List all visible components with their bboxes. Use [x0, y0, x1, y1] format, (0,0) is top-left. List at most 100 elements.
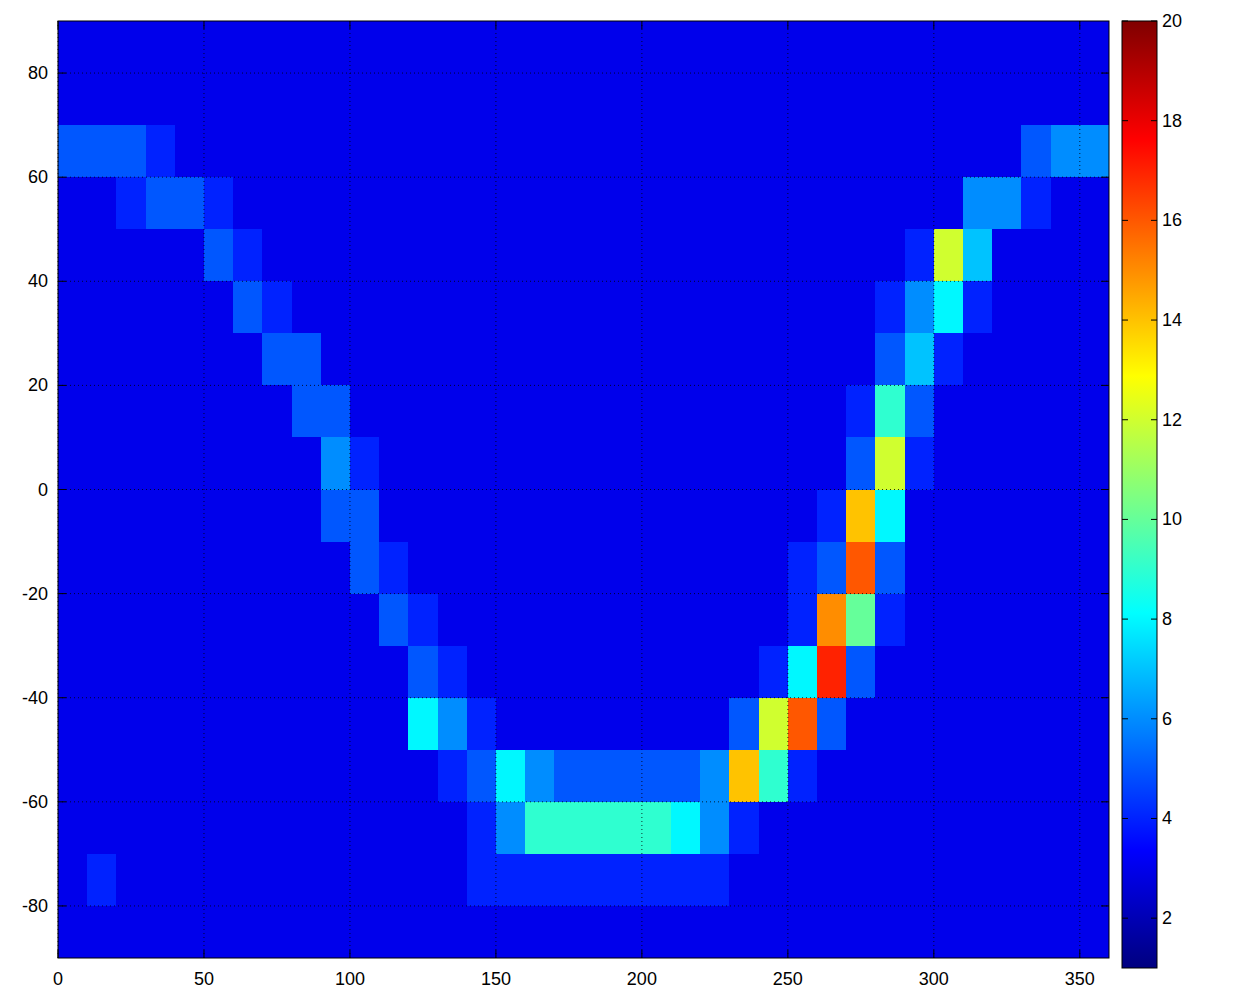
heat-cell [817, 646, 847, 699]
heat-cell [1021, 281, 1051, 334]
heat-cell [496, 802, 526, 855]
tick-mark [58, 593, 66, 594]
heat-cell [875, 750, 905, 803]
heat-cell [1021, 854, 1051, 907]
heat-cell [292, 177, 322, 230]
heat-cell [87, 229, 117, 282]
heat-cell [759, 854, 789, 907]
heat-cell [233, 750, 263, 803]
heat-cell [817, 542, 847, 595]
heat-cell [204, 854, 234, 907]
x-tick-label: 350 [1065, 969, 1095, 989]
heat-cell [379, 333, 409, 386]
heat-cell [671, 906, 701, 958]
heat-cell [350, 490, 380, 543]
heat-cell [175, 281, 205, 334]
tick-mark [58, 697, 66, 698]
heat-cell [759, 229, 789, 282]
heat-cell [233, 21, 263, 74]
heat-cell [87, 698, 117, 751]
heat-cell [496, 73, 526, 126]
colorbar-tick [1151, 619, 1157, 620]
heat-cell [438, 594, 468, 647]
heat-cell [875, 594, 905, 647]
heat-cell [350, 854, 380, 907]
heat-cell [817, 906, 847, 958]
heat-cell [204, 125, 234, 178]
heat-cell [992, 542, 1022, 595]
heat-cell [438, 906, 468, 958]
heat-cell [1080, 177, 1109, 230]
heat-cell [496, 177, 526, 230]
heat-cell [292, 802, 322, 855]
heat-cell [116, 646, 146, 699]
heat-cell [700, 490, 730, 543]
heat-cell [350, 437, 380, 490]
heat-cell [905, 490, 935, 543]
heat-cell [525, 229, 555, 282]
heat-cell [525, 698, 555, 751]
heat-cell [116, 229, 146, 282]
heat-cell [321, 854, 351, 907]
tick-mark [787, 950, 788, 958]
heat-cell [759, 177, 789, 230]
heat-cell [467, 437, 497, 490]
heat-cell [729, 490, 759, 543]
x-tick-label: 50 [194, 969, 214, 989]
heat-cell [759, 594, 789, 647]
heat-cell [934, 333, 964, 386]
heat-cell [87, 125, 117, 178]
heat-cell [1021, 21, 1051, 74]
heat-cell [379, 437, 409, 490]
tick-mark [349, 950, 350, 958]
heat-cell [262, 542, 292, 595]
heat-cell [525, 854, 555, 907]
heat-cell [1051, 750, 1081, 803]
heat-cell [1051, 594, 1081, 647]
heat-cell [204, 750, 234, 803]
heat-cell [700, 646, 730, 699]
heat-cell [262, 646, 292, 699]
heat-cell [1051, 385, 1081, 438]
heat-cell [496, 437, 526, 490]
heat-cell [350, 125, 380, 178]
heat-cell [759, 906, 789, 958]
heat-cell [175, 594, 205, 647]
heat-cell [846, 21, 876, 74]
heat-cell [729, 21, 759, 74]
heat-cell [992, 333, 1022, 386]
heat-cell [350, 73, 380, 126]
heat-cell [496, 385, 526, 438]
tick-mark [933, 950, 934, 958]
heat-cell [204, 906, 234, 958]
heat-cell [87, 750, 117, 803]
heat-cell [379, 490, 409, 543]
tick-mark [787, 21, 788, 29]
heat-cell [292, 698, 322, 751]
heat-cell [759, 73, 789, 126]
heat-cell [116, 802, 146, 855]
heat-cell [934, 646, 964, 699]
heat-cell [58, 802, 88, 855]
heat-cell [905, 854, 935, 907]
heat-cell [292, 281, 322, 334]
heat-cell [992, 73, 1022, 126]
heat-cell [379, 229, 409, 282]
colorbar-tick-label: 6 [1162, 709, 1172, 729]
heat-cell [1051, 281, 1081, 334]
heat-cell [554, 698, 584, 751]
heat-cell [642, 594, 672, 647]
heat-cell [671, 125, 701, 178]
heat-cell [233, 698, 263, 751]
heat-cell [321, 594, 351, 647]
heat-cell [87, 73, 117, 126]
heat-cell [204, 698, 234, 751]
heat-cell [934, 229, 964, 282]
y-tick-label: -60 [22, 792, 48, 812]
heat-cell [204, 437, 234, 490]
heat-cell [408, 646, 438, 699]
heat-cell [408, 542, 438, 595]
heat-cell [729, 854, 759, 907]
heat-cell [87, 802, 117, 855]
heat-cell [905, 437, 935, 490]
